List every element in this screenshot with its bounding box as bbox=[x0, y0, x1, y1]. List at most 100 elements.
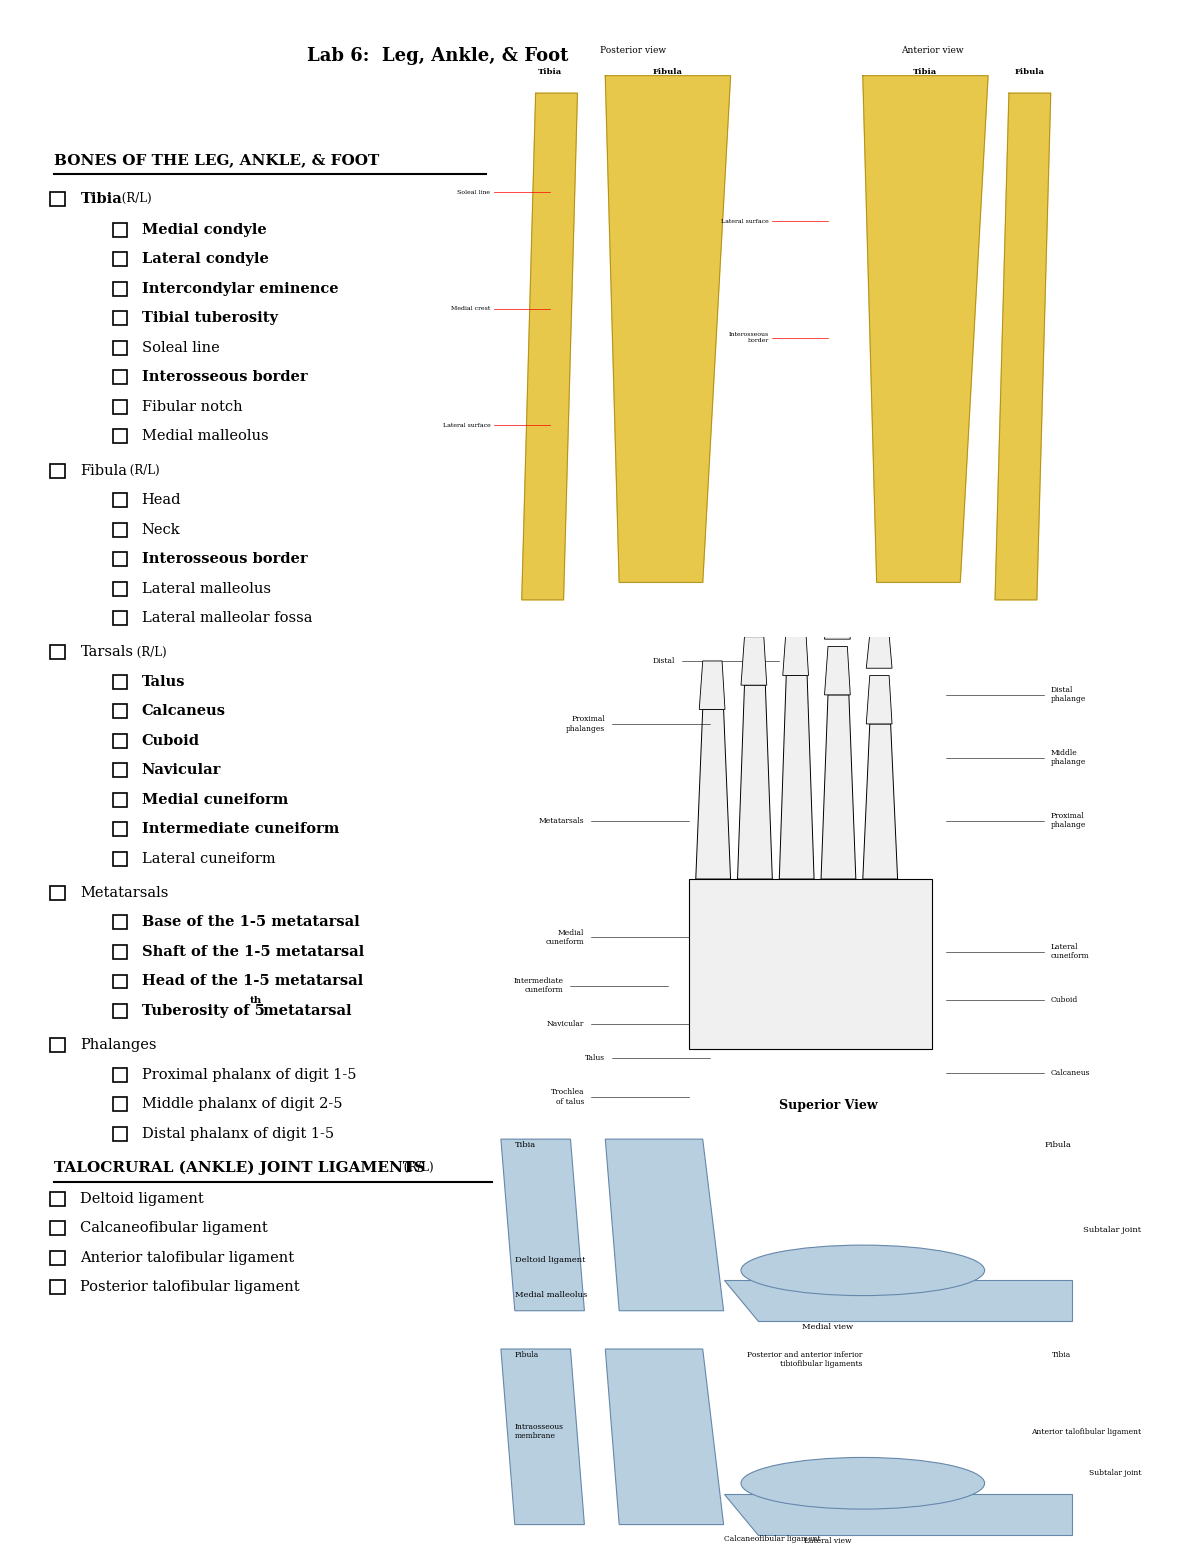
Text: Lateral
cuneiform: Lateral cuneiform bbox=[1051, 943, 1090, 960]
Bar bbox=[113, 581, 127, 595]
Text: Anterior view: Anterior view bbox=[901, 47, 964, 56]
Text: Calcaneofibular ligament: Calcaneofibular ligament bbox=[724, 1534, 821, 1544]
Text: Intermediate
cuneiform: Intermediate cuneiform bbox=[514, 977, 564, 994]
Polygon shape bbox=[696, 710, 731, 879]
Polygon shape bbox=[500, 1140, 584, 1311]
Bar bbox=[113, 1068, 127, 1081]
Bar bbox=[50, 1193, 65, 1205]
Bar bbox=[113, 916, 127, 929]
Text: Metatarsals: Metatarsals bbox=[539, 817, 584, 825]
Bar bbox=[113, 733, 127, 747]
Text: Medial cuneiform: Medial cuneiform bbox=[142, 792, 288, 808]
Text: Phalanges: Phalanges bbox=[80, 1037, 157, 1053]
Text: Medial condyle: Medial condyle bbox=[142, 222, 266, 238]
Polygon shape bbox=[779, 676, 814, 879]
Bar bbox=[113, 429, 127, 444]
Text: TALOCRURAL (ANKLE) JOINT LIGAMENTS: TALOCRURAL (ANKLE) JOINT LIGAMENTS bbox=[54, 1160, 425, 1176]
Text: Head of the 1-5 metatarsal: Head of the 1-5 metatarsal bbox=[142, 974, 362, 989]
Text: Lateral malleolus: Lateral malleolus bbox=[142, 581, 271, 596]
Bar bbox=[113, 399, 127, 413]
Bar bbox=[113, 283, 127, 297]
Text: Medial malleolus: Medial malleolus bbox=[515, 1291, 587, 1298]
Text: Anterior talofibular ligament: Anterior talofibular ligament bbox=[1031, 1427, 1141, 1435]
Text: Tibia: Tibia bbox=[1052, 1351, 1072, 1359]
Polygon shape bbox=[500, 1350, 584, 1525]
Text: Calcaneofibular ligament: Calcaneofibular ligament bbox=[80, 1221, 268, 1236]
Text: Proximal phalanx of digit 1-5: Proximal phalanx of digit 1-5 bbox=[142, 1067, 356, 1082]
Text: Distal: Distal bbox=[653, 657, 674, 665]
Text: Base of the 1-5 metatarsal: Base of the 1-5 metatarsal bbox=[142, 915, 359, 930]
Bar bbox=[113, 522, 127, 536]
Text: Posterior view: Posterior view bbox=[600, 47, 666, 56]
Text: Posterior talofibular ligament: Posterior talofibular ligament bbox=[80, 1280, 300, 1295]
Bar bbox=[113, 1127, 127, 1140]
Text: Superior View: Superior View bbox=[779, 1098, 877, 1112]
Text: Deltoid ligament: Deltoid ligament bbox=[80, 1191, 204, 1207]
Text: Subtalar joint: Subtalar joint bbox=[1084, 1225, 1141, 1235]
Text: Talus: Talus bbox=[586, 1054, 605, 1062]
Polygon shape bbox=[605, 76, 731, 582]
Bar bbox=[113, 492, 127, 506]
Text: (R/L): (R/L) bbox=[400, 1162, 433, 1174]
Polygon shape bbox=[742, 595, 767, 629]
Text: Neck: Neck bbox=[142, 522, 180, 537]
Text: Anterior talofibular ligament: Anterior talofibular ligament bbox=[80, 1250, 294, 1266]
Text: Talus: Talus bbox=[142, 674, 185, 690]
Text: Cuboid: Cuboid bbox=[1051, 995, 1078, 1005]
Text: Tibia: Tibia bbox=[80, 191, 122, 207]
Bar bbox=[113, 704, 127, 717]
Polygon shape bbox=[724, 1494, 1072, 1534]
Polygon shape bbox=[995, 93, 1051, 599]
Text: Lateral malleolar fossa: Lateral malleolar fossa bbox=[142, 610, 312, 626]
Polygon shape bbox=[863, 724, 898, 879]
Bar bbox=[50, 1037, 65, 1053]
Text: Tarsals: Tarsals bbox=[80, 644, 133, 660]
Text: Distal phalanx of digit 1-5: Distal phalanx of digit 1-5 bbox=[142, 1126, 334, 1141]
Bar bbox=[113, 370, 127, 384]
Bar bbox=[113, 975, 127, 989]
Text: Proximal
phalange: Proximal phalange bbox=[1051, 812, 1086, 829]
Text: Intercondylar eminence: Intercondylar eminence bbox=[142, 281, 338, 297]
Bar bbox=[50, 646, 65, 658]
Text: Fibula: Fibula bbox=[1045, 1141, 1072, 1149]
Polygon shape bbox=[522, 93, 577, 599]
Text: Fibula: Fibula bbox=[653, 68, 683, 76]
Text: Trochlea
of talus: Trochlea of talus bbox=[551, 1089, 584, 1106]
Text: Fibula: Fibula bbox=[80, 463, 127, 478]
Text: Fibula: Fibula bbox=[1015, 68, 1045, 76]
Text: Intermediate cuneiform: Intermediate cuneiform bbox=[142, 822, 338, 837]
Polygon shape bbox=[782, 585, 809, 620]
Text: Tibia: Tibia bbox=[515, 1141, 536, 1149]
Text: Interosseous border: Interosseous border bbox=[142, 551, 307, 567]
Text: Calcaneus: Calcaneus bbox=[1051, 1068, 1091, 1076]
Ellipse shape bbox=[742, 1457, 985, 1510]
Bar bbox=[50, 1221, 65, 1236]
Text: (R/L): (R/L) bbox=[133, 646, 167, 658]
Text: metatarsal: metatarsal bbox=[258, 1003, 352, 1019]
Bar bbox=[113, 252, 127, 267]
Polygon shape bbox=[700, 662, 725, 710]
Text: Medial
cuneiform: Medial cuneiform bbox=[546, 929, 584, 946]
Text: Middle
phalange: Middle phalange bbox=[1051, 749, 1086, 767]
Text: Posterior and anterior inferior
tibiofibular ligaments: Posterior and anterior inferior tibiofib… bbox=[748, 1351, 863, 1368]
Text: Distal
phalange: Distal phalange bbox=[1051, 686, 1086, 704]
Polygon shape bbox=[605, 1140, 724, 1311]
Text: Deltoid ligament: Deltoid ligament bbox=[515, 1256, 586, 1264]
Bar bbox=[50, 885, 65, 901]
Polygon shape bbox=[605, 1350, 724, 1525]
Text: Intraosseous
membrane: Intraosseous membrane bbox=[515, 1423, 564, 1440]
Text: Subtalar joint: Subtalar joint bbox=[1088, 1469, 1141, 1477]
Bar bbox=[113, 823, 127, 836]
Text: Head: Head bbox=[142, 492, 181, 508]
Text: (R/L): (R/L) bbox=[118, 193, 152, 205]
Text: Calcaneus: Calcaneus bbox=[142, 704, 226, 719]
Text: Soleal line: Soleal line bbox=[457, 189, 491, 194]
Text: Navicular: Navicular bbox=[547, 1020, 584, 1028]
Text: Middle phalanx of digit 2-5: Middle phalanx of digit 2-5 bbox=[142, 1096, 342, 1112]
Bar bbox=[113, 551, 127, 565]
Polygon shape bbox=[863, 76, 988, 582]
Text: Fibula: Fibula bbox=[515, 1351, 539, 1359]
Polygon shape bbox=[742, 637, 767, 685]
Text: Fibular notch: Fibular notch bbox=[142, 399, 242, 415]
Text: Tibial tuberosity: Tibial tuberosity bbox=[142, 311, 277, 326]
